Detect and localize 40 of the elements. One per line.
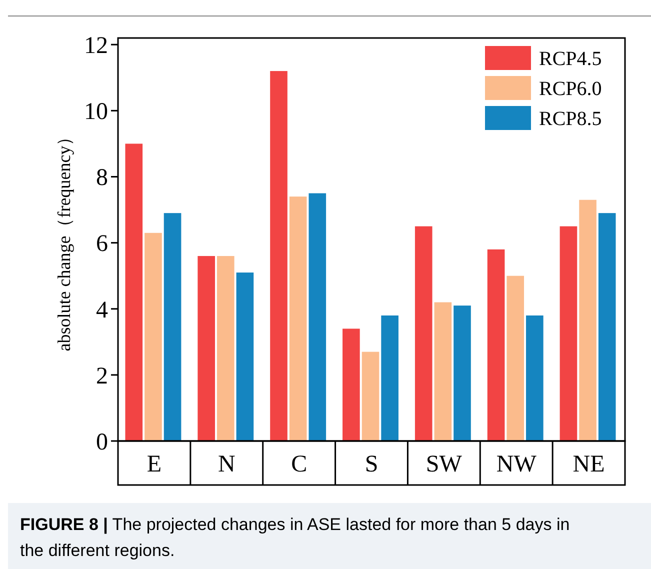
bar	[362, 352, 380, 441]
y-tick-label: 0	[96, 429, 108, 456]
bar	[144, 232, 162, 441]
y-tick-label: 8	[96, 165, 108, 192]
bar	[598, 213, 616, 441]
bar	[198, 256, 215, 441]
bar	[216, 256, 234, 441]
bar	[270, 71, 288, 441]
legend-label: RCP4.5	[539, 48, 602, 70]
y-tick-label: 12	[84, 33, 108, 60]
bar	[381, 315, 398, 441]
y-axis-title: absolute change（frequency）	[54, 128, 74, 352]
x-tick-label: E	[146, 451, 162, 478]
y-tick-label: 4	[96, 297, 108, 324]
bar	[236, 272, 254, 441]
x-tick-label: S	[364, 451, 378, 478]
bar	[414, 226, 432, 441]
caption: FIGURE 8 | The projected changes in ASE lasted for more than 5 days in the different regions.	[20, 515, 570, 560]
bar	[308, 193, 326, 441]
y-tick-label: 2	[96, 363, 108, 390]
x-tick-label: NE	[572, 451, 605, 478]
bar	[506, 276, 524, 441]
bar	[342, 328, 360, 441]
bar	[434, 302, 452, 441]
x-tick-label: SW	[426, 451, 462, 478]
bar	[526, 315, 544, 441]
bar	[164, 213, 182, 441]
y-tick-label: 6	[96, 231, 108, 258]
x-tick-label: C	[291, 451, 308, 478]
bar	[560, 226, 578, 441]
legend-label: RCP6.0	[539, 78, 602, 100]
bar	[579, 200, 596, 441]
x-tick-label: N	[218, 451, 236, 478]
x-tick-label: NW	[496, 451, 537, 478]
legend-label: RCP8.5	[539, 108, 602, 130]
bar	[454, 306, 471, 441]
bar	[289, 196, 307, 441]
bar	[125, 144, 143, 441]
y-tick-label: 10	[84, 99, 108, 126]
bar	[487, 249, 505, 441]
